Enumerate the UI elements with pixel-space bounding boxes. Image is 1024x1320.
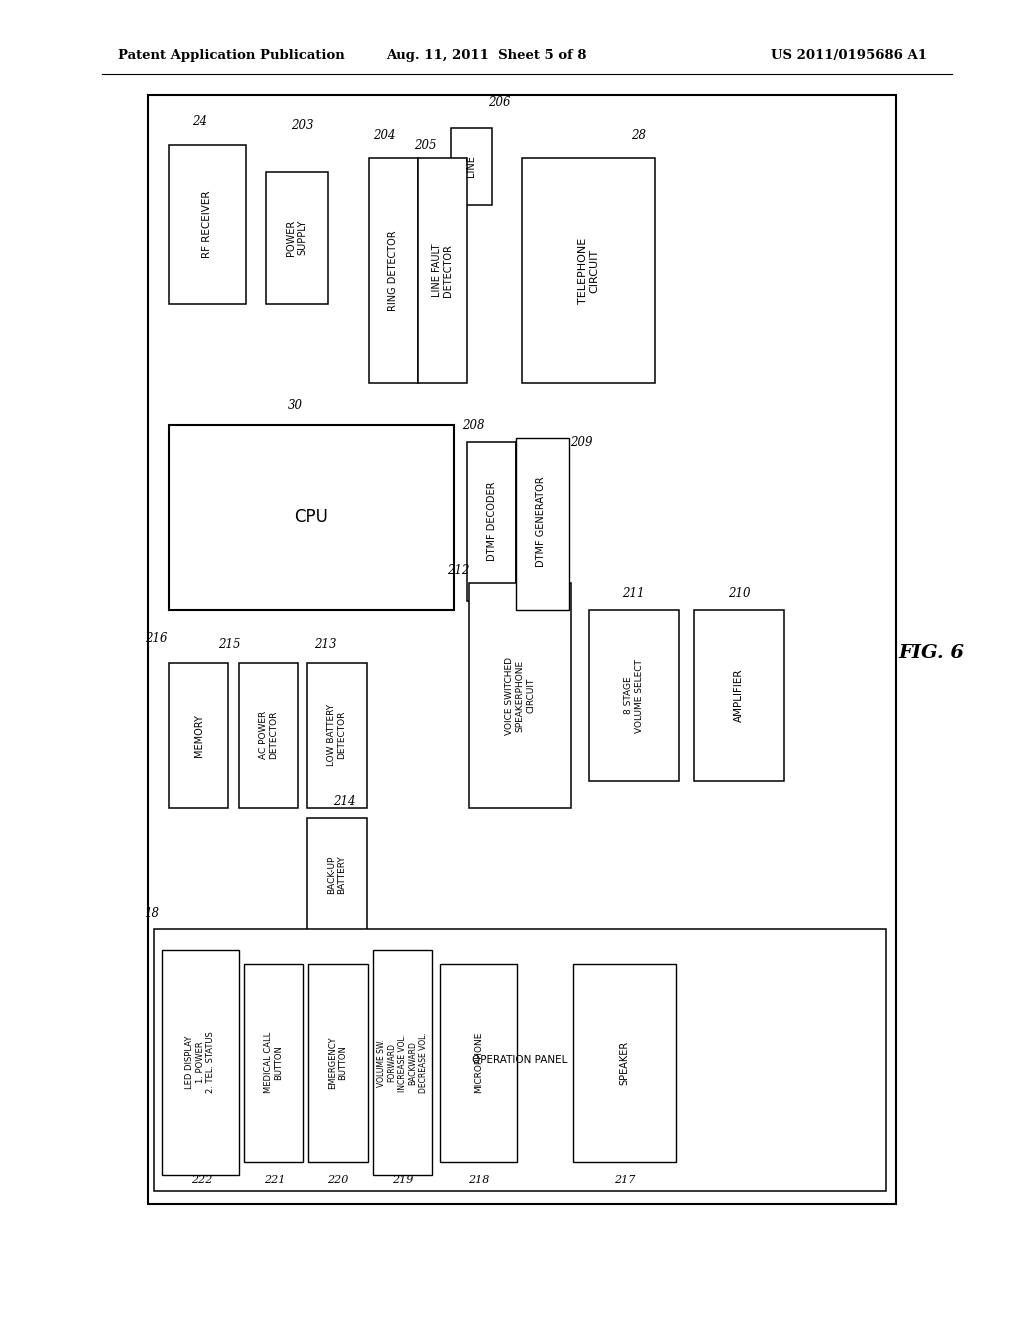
Bar (694, 610, 784, 781)
Text: FIG. 6: FIG. 6 (899, 644, 965, 663)
Bar (573, 964, 676, 1162)
Text: BACK-UP
BATTERY: BACK-UP BATTERY (328, 855, 346, 894)
Text: RING DETECTOR: RING DETECTOR (388, 230, 398, 312)
Text: 211: 211 (622, 587, 644, 601)
Bar (266, 172, 328, 304)
Bar (244, 964, 303, 1162)
Text: 214: 214 (333, 795, 355, 808)
Text: MEDICAL CALL
BUTTON: MEDICAL CALL BUTTON (264, 1032, 283, 1093)
Bar (516, 438, 569, 610)
Text: 28: 28 (632, 129, 646, 143)
Text: 209: 209 (570, 436, 593, 449)
Text: SPEAKER: SPEAKER (620, 1040, 630, 1085)
Text: LED DISPLAY
1. POWER
2. TEL. STATUS: LED DISPLAY 1. POWER 2. TEL. STATUS (185, 1032, 215, 1093)
Text: 215: 215 (218, 638, 241, 651)
Bar (169, 145, 246, 304)
Text: 18: 18 (144, 907, 159, 920)
Bar (373, 950, 432, 1175)
Text: US 2011/0195686 A1: US 2011/0195686 A1 (771, 49, 927, 62)
Bar (369, 158, 418, 383)
Text: 206: 206 (488, 96, 511, 110)
Text: POWER
SUPPLY: POWER SUPPLY (286, 219, 308, 256)
Text: LOW BATTERY
DETECTOR: LOW BATTERY DETECTOR (328, 704, 346, 767)
Text: TELEPHONE
CIRCUIT: TELEPHONE CIRCUIT (578, 238, 600, 304)
Text: 8 STAGE
VOLUME SELECT: 8 STAGE VOLUME SELECT (625, 659, 643, 733)
Text: 210: 210 (728, 587, 751, 601)
Bar (154, 929, 886, 1191)
Bar (307, 663, 367, 808)
Bar (162, 950, 239, 1175)
Text: 203: 203 (291, 119, 313, 132)
Bar (239, 663, 298, 808)
Bar (469, 583, 571, 808)
Text: 205: 205 (414, 139, 436, 152)
Text: OPERATION PANEL: OPERATION PANEL (472, 1055, 567, 1065)
Bar (451, 128, 492, 205)
Text: 220: 220 (328, 1175, 348, 1185)
Bar (516, 442, 565, 601)
Text: Aug. 11, 2011  Sheet 5 of 8: Aug. 11, 2011 Sheet 5 of 8 (386, 49, 587, 62)
Text: EMERGENCY
BUTTON: EMERGENCY BUTTON (329, 1036, 347, 1089)
Bar (169, 425, 454, 610)
Text: 24: 24 (193, 115, 207, 128)
Text: 216: 216 (145, 632, 168, 645)
Text: 204: 204 (373, 129, 395, 143)
Text: 222: 222 (191, 1175, 212, 1185)
Text: VOICE SWITCHED
SPEAKERPHONE
CIRCUIT: VOICE SWITCHED SPEAKERPHONE CIRCUIT (505, 656, 536, 735)
Bar (148, 95, 896, 1204)
Text: VOLUME SW.
FORWARD
INCREASE VOL.
BACKWARD
DECREASE VOL.: VOLUME SW. FORWARD INCREASE VOL. BACKWAR… (377, 1032, 428, 1093)
Text: DTMF GENERATOR: DTMF GENERATOR (536, 477, 546, 566)
Text: 221: 221 (264, 1175, 285, 1185)
Bar (522, 158, 655, 383)
Text: LINE FAULT
DETECTOR: LINE FAULT DETECTOR (431, 244, 454, 297)
Text: CPU: CPU (294, 508, 329, 527)
Text: MICROPHONE: MICROPHONE (474, 1032, 483, 1093)
Bar (307, 818, 367, 931)
Text: RF RECEIVER: RF RECEIVER (203, 190, 212, 259)
Text: MEMORY: MEMORY (194, 714, 204, 756)
Bar (589, 610, 679, 781)
Text: 218: 218 (469, 1175, 489, 1185)
Text: 217: 217 (614, 1175, 635, 1185)
Text: 208: 208 (462, 418, 484, 432)
Bar (467, 442, 516, 601)
Text: DTMF DECODER: DTMF DECODER (486, 482, 497, 561)
Bar (308, 964, 368, 1162)
Bar (418, 158, 467, 383)
Text: 212: 212 (447, 564, 470, 577)
Text: 30: 30 (288, 399, 302, 412)
Text: 219: 219 (392, 1175, 413, 1185)
Text: LINE: LINE (466, 156, 476, 177)
Text: 213: 213 (314, 638, 337, 651)
Bar (169, 663, 228, 808)
Text: AC POWER
DETECTOR: AC POWER DETECTOR (259, 711, 278, 759)
Text: Patent Application Publication: Patent Application Publication (118, 49, 344, 62)
Text: AMPLIFIER: AMPLIFIER (734, 669, 744, 722)
Bar (440, 964, 517, 1162)
